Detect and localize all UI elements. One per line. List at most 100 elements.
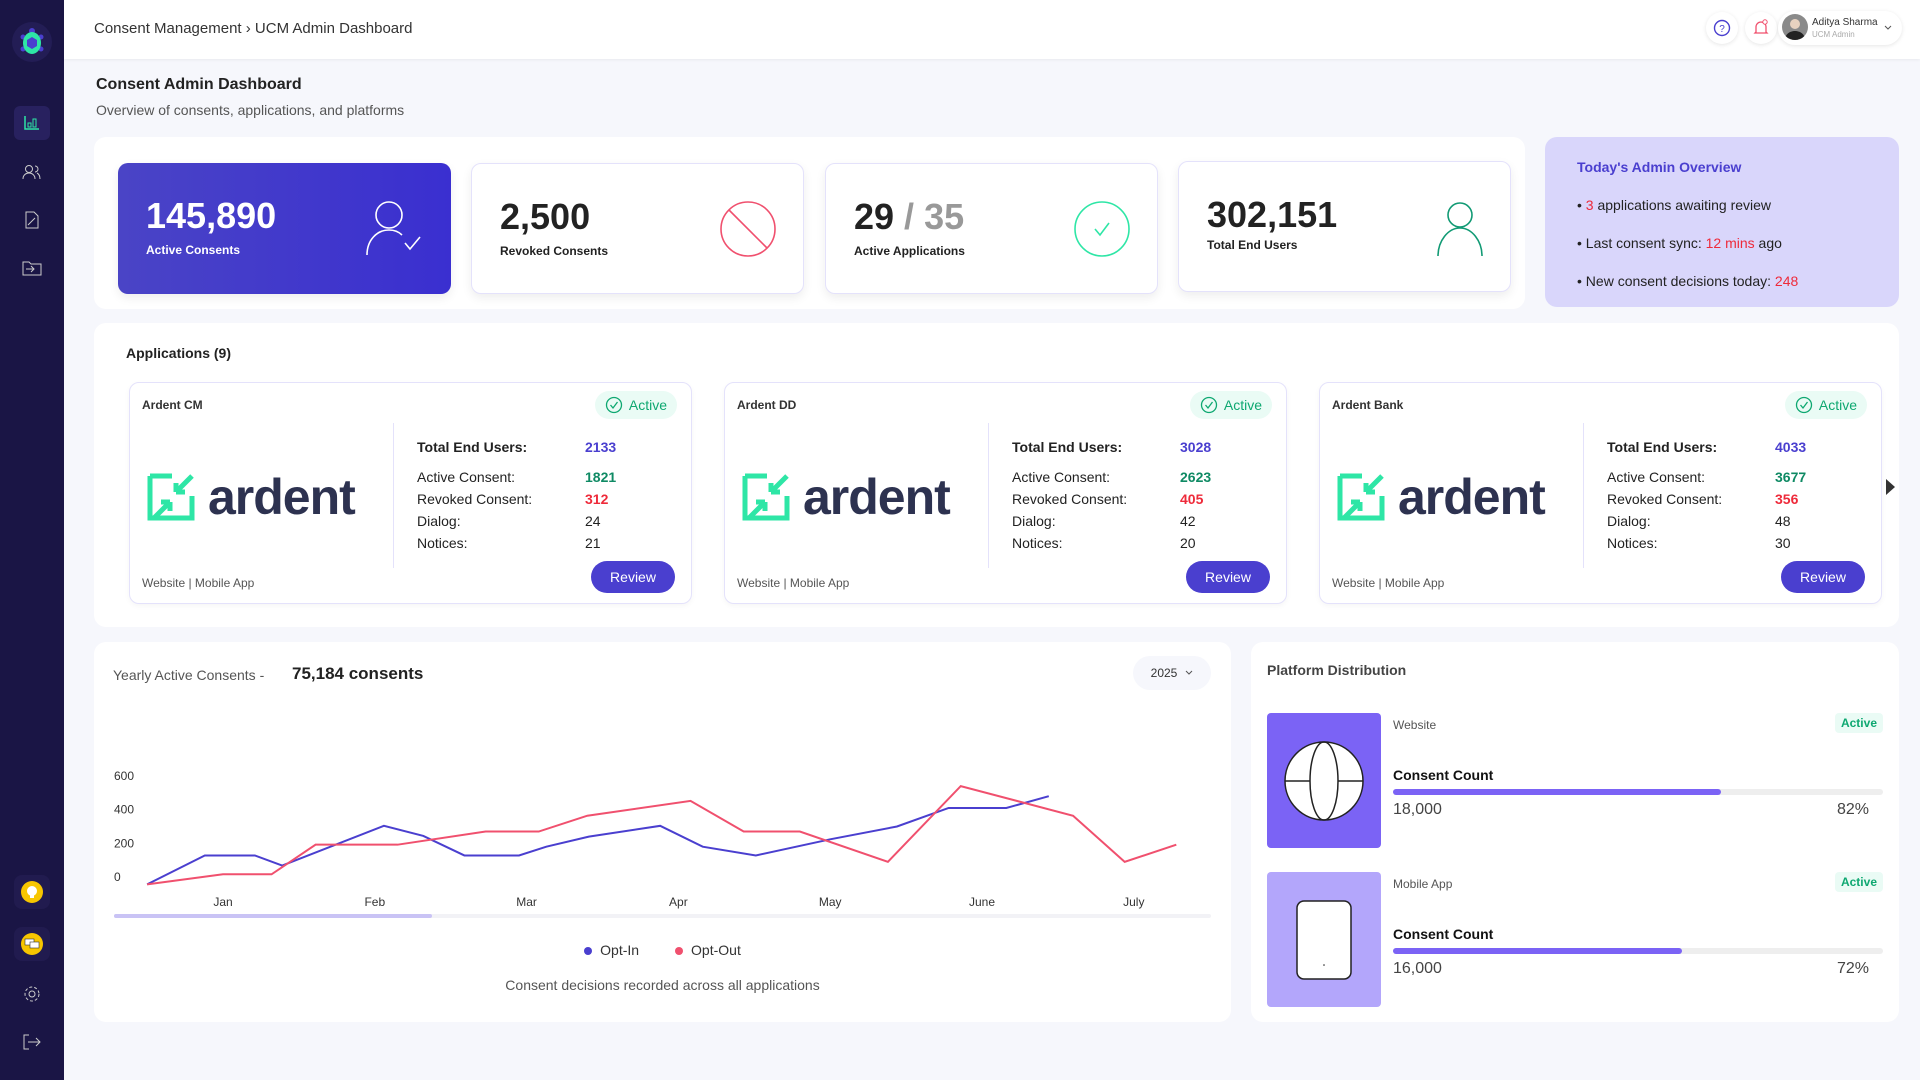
turtle-logo-icon[interactable]: [12, 22, 52, 62]
page-subtitle: Overview of consents, applications, and …: [96, 102, 405, 118]
ban-icon: [720, 201, 776, 257]
check-circle-icon: [1074, 201, 1130, 257]
document-edit-icon: [25, 211, 39, 229]
stat-label: Revoked Consents: [500, 244, 609, 258]
stat-label: Active Consents: [146, 243, 241, 257]
application-stats: Total End Users: 3028 Active Consent: 2623…: [1012, 439, 1212, 551]
ardent-logo: ardent: [741, 468, 951, 526]
mobile-phone-icon: [1267, 872, 1381, 1007]
consent-progress-bar: [1393, 948, 1883, 954]
application-name: Ardent Bank: [1332, 398, 1404, 412]
help-icon: ?: [1713, 19, 1731, 37]
review-button[interactable]: Review: [591, 561, 675, 593]
overview-pending-reviews: • 3 applications awaiting review: [1577, 197, 1772, 213]
overview-decisions-today: • New consent decisions today: 248: [1577, 273, 1799, 289]
consent-percent: 82%: [1836, 801, 1869, 818]
series-line-opt-in[interactable]: [146, 795, 1050, 886]
ardent-logo-icon: [147, 473, 195, 521]
chart-scrollbar[interactable]: [114, 914, 1211, 918]
user-role: UCM Admin: [1812, 30, 1855, 39]
application-card: Ardent Bank Active ardent Total End User…: [1319, 382, 1882, 604]
application-stats: Total End Users: 2133 Active Consent: 1821…: [417, 439, 617, 551]
stat-card-total-end-users[interactable]: 302,151 Total End Users: [1178, 161, 1511, 292]
consent-progress-bar: [1393, 789, 1883, 795]
y-tick-label: 200: [114, 836, 134, 850]
sidebar-item-chat[interactable]: [14, 927, 50, 961]
status-badge: Active: [1834, 713, 1883, 733]
year-select[interactable]: 2025: [1133, 656, 1211, 690]
gear-icon: [24, 986, 40, 1002]
application-stats: Total End Users: 4033 Active Consent: 3677…: [1607, 439, 1807, 551]
platform-name: Website: [1393, 718, 1437, 732]
users-icon: [22, 165, 41, 180]
consent-count: 18,000: [1393, 801, 1442, 818]
status-badge: Active: [1834, 872, 1883, 892]
chat-icon: [21, 933, 43, 955]
y-tick-label: 0: [114, 870, 121, 884]
ardent-logo: ardent: [146, 468, 356, 526]
application-platforms: Website | Mobile App: [737, 576, 850, 590]
applications-title: Applications (9): [126, 345, 232, 361]
sidebar-item-users[interactable]: [14, 155, 50, 189]
user-menu[interactable]: Aditya Sharma UCM Admin: [1778, 11, 1902, 45]
platform-website[interactable]: Website Active Consent Count 18,000 82%: [1267, 713, 1883, 848]
application-name: Ardent CM: [142, 398, 203, 412]
platform-name: Mobile App: [1393, 877, 1453, 891]
divider: [393, 423, 394, 568]
user-name: Aditya Sharma: [1812, 17, 1878, 28]
status-badge: Active: [1784, 391, 1867, 419]
stat-value: 2,500: [500, 196, 591, 237]
check-circle-icon: [1200, 396, 1218, 414]
stat-card-revoked-consents[interactable]: 2,500 Revoked Consents: [471, 163, 804, 294]
sidebar-item-logout[interactable]: [14, 1025, 50, 1059]
check-circle-icon: [605, 396, 623, 414]
x-tick-label: July: [1123, 895, 1144, 909]
help-button[interactable]: ?: [1706, 12, 1738, 44]
stat-value: 302,151: [1207, 194, 1338, 235]
review-button[interactable]: Review: [1186, 561, 1270, 593]
stat-card-active-consents[interactable]: 145,890 Active Consents: [118, 163, 451, 294]
divider: [1583, 423, 1584, 568]
chart-title: Yearly Active Consents -: [113, 667, 265, 683]
logout-icon: [23, 1034, 41, 1050]
status-badge: Active: [594, 391, 677, 419]
ardent-logo-icon: [1337, 473, 1385, 521]
x-tick-label: Jan: [213, 895, 232, 909]
top-header: Consent Management › UCM Admin Dashboard…: [64, 0, 1920, 59]
chart-total: 75,184 consents: [292, 664, 424, 683]
x-tick-label: May: [819, 895, 842, 909]
lightbulb-icon: [21, 881, 43, 903]
stat-value: 29 / 35: [854, 196, 965, 237]
next-arrow-icon[interactable]: [1886, 479, 1895, 495]
status-badge: Active: [1189, 391, 1272, 419]
x-tick-label: Apr: [669, 895, 688, 909]
sidebar-item-import[interactable]: [14, 251, 50, 285]
sidebar-item-documents[interactable]: [14, 203, 50, 237]
legend-opt-in[interactable]: Opt-In: [584, 942, 639, 958]
application-card: Ardent DD Active ardent Total End Users:…: [724, 382, 1287, 604]
applications-panel: Applications (9) Ardent CM Active ardent…: [94, 323, 1899, 627]
avatar: [1782, 14, 1808, 40]
admin-overview-panel: Today's Admin Overview • 3 applications …: [1545, 137, 1899, 307]
notifications-button[interactable]: [1745, 12, 1777, 44]
consent-percent: 72%: [1836, 960, 1869, 977]
platform-title: Platform Distribution: [1267, 662, 1407, 678]
folder-import-icon: [22, 261, 42, 276]
user-check-icon: [366, 201, 421, 255]
bar-chart-icon: [24, 116, 39, 130]
series-line-opt-out[interactable]: [146, 784, 1177, 886]
svg-text:?: ?: [1719, 24, 1725, 35]
stat-card-active-applications[interactable]: 29 / 35 Active Applications: [825, 163, 1158, 294]
platform-mobile-app[interactable]: Mobile App Active Consent Count 16,000 7…: [1267, 872, 1883, 1007]
legend-opt-out[interactable]: Opt-Out: [675, 942, 741, 958]
application-card: Ardent CM Active ardent Total End Users:…: [129, 382, 692, 604]
sidebar-item-dashboard[interactable]: [14, 106, 50, 140]
sidebar-item-ideas[interactable]: [14, 875, 50, 909]
sidebar: [0, 0, 64, 1080]
review-button[interactable]: Review: [1781, 561, 1865, 593]
chevron-down-icon: [1884, 25, 1892, 30]
overview-title: Today's Admin Overview: [1577, 159, 1742, 175]
breadcrumb[interactable]: Consent Management › UCM Admin Dashboard: [94, 20, 413, 37]
sidebar-item-settings[interactable]: [14, 977, 50, 1011]
page-title: Consent Admin Dashboard: [96, 76, 302, 93]
